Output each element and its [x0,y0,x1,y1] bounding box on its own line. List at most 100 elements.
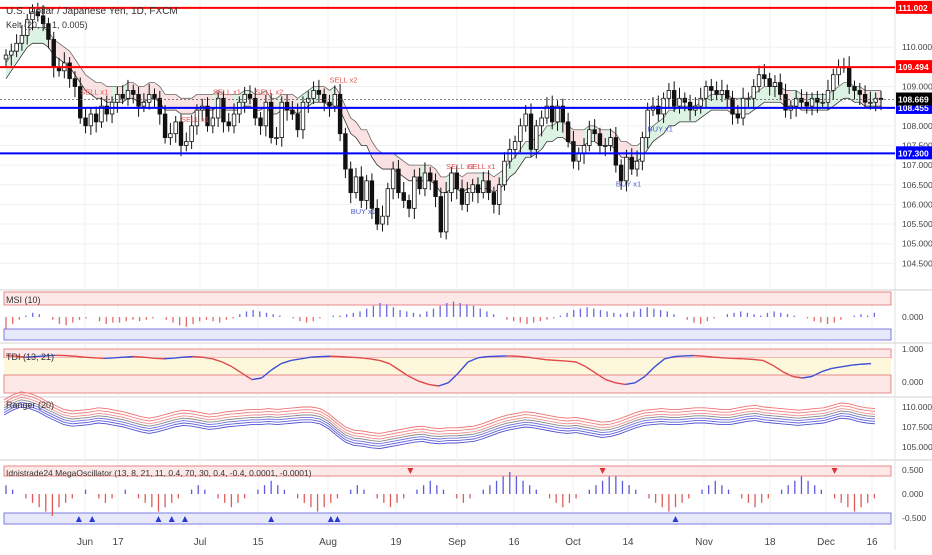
volatility-band-segment [579,130,584,146]
candle-body [163,114,167,138]
x-axis-label: Oct [565,537,581,548]
candle-body [863,94,867,102]
x-axis-label: Jul [194,537,207,548]
candle-body [572,142,576,162]
tdi-line-segment [674,356,684,357]
tdi-line-segment [556,360,566,361]
candle-body [349,169,353,193]
candle-body [715,90,719,94]
candle-body [381,216,385,224]
candle-body [248,94,252,98]
msi-upper-zone [4,292,891,305]
candle-body [593,130,597,134]
x-axis-label: Sep [448,537,466,548]
volatility-band-segment [669,110,674,126]
candle-body [874,98,878,102]
x-axis-label: 17 [112,537,124,548]
candle-body [227,122,231,126]
candle-body [413,177,417,208]
tdi-line-segment [75,356,85,357]
sell-signal-label: SELL x1 [467,162,495,171]
candle-body [582,145,586,153]
tdi-line-segment [714,357,724,358]
candle-body [15,43,19,51]
volatility-band-segment [361,130,366,146]
volatility-band-segment [186,98,191,114]
tdi-panel-label: TDI (13, 21) [6,352,54,362]
candle-body [243,94,247,102]
mega-axis-label: 0.500 [902,465,924,475]
candle-body [625,157,629,181]
candle-body [704,87,708,99]
candle-body [158,98,162,114]
candle-body [322,94,326,102]
last-price-tag-text: 108.669 [898,95,929,105]
tdi-line-segment [547,360,557,361]
price-axis-label: 110.000 [902,42,932,52]
candle-body [179,122,183,146]
tdi-line-segment [743,359,753,360]
candle-body [566,122,570,142]
tdi-line-segment [566,361,576,362]
x-axis-label: 16 [866,537,878,548]
candle-body [68,63,72,79]
price-level-tag-text: 107.300 [898,148,929,158]
candle-body [800,98,804,102]
candle-body [757,75,761,87]
candle-body [603,145,607,146]
candle-body [301,102,305,130]
tdi-line-segment [311,357,321,358]
buy-signal-label: BUY x1 [351,207,376,216]
price-axis-label: 106.500 [902,180,932,190]
mega-lower-zone [4,513,891,524]
candle-body [121,94,125,98]
candle-body [662,98,666,114]
candle-body [455,173,459,189]
candle-body [635,161,639,169]
candle-body [264,102,268,126]
candle-body [609,138,613,146]
volatility-band-segment [547,126,552,142]
candle-body [386,189,390,217]
candle-body [333,94,337,106]
candle-body [519,126,523,142]
candle-body [370,181,374,209]
price-axis-label: 108.000 [902,121,932,131]
price-axis-label: 105.000 [902,239,932,249]
candle-body [344,134,348,169]
candle-body [821,102,825,103]
candle-body [365,181,369,201]
candle-body [508,149,512,161]
price-axis-label: 107.000 [902,160,932,170]
tdi-line-segment [724,358,734,359]
candle-body [847,67,851,87]
candle-body [773,83,777,87]
mega-panel-label: Idnistrade24 MegaOscillator (13, 8, 21, … [6,468,312,478]
candle-body [423,173,427,189]
candle-body [720,90,724,94]
tdi-line-segment [114,357,124,358]
mega-axis-label: 0.000 [902,489,924,499]
sell-signal-label: SELL x1 [181,115,209,124]
candle-body [259,118,263,126]
candle-body [731,98,735,114]
candle-body [641,138,645,162]
candle-body [736,114,740,118]
volatility-band-segment [621,142,626,158]
tdi-line-segment [694,356,704,357]
tdi-line-segment [163,358,173,359]
candle-body [391,169,395,189]
msi-lower-zone [4,329,891,340]
x-axis-label: Nov [695,537,713,548]
volatility-band-segment [441,177,446,193]
chart-title: U.S. Dollar / Japanese Yen, 1D, FXCM [6,6,178,17]
candle-body [487,181,491,193]
tdi-line-segment [134,357,144,358]
x-axis-label: 14 [622,537,634,548]
candle-body [354,177,358,193]
tdi-line-segment [173,357,183,358]
candle-body [142,102,146,106]
candle-body [4,55,8,59]
candle-body [869,102,873,103]
